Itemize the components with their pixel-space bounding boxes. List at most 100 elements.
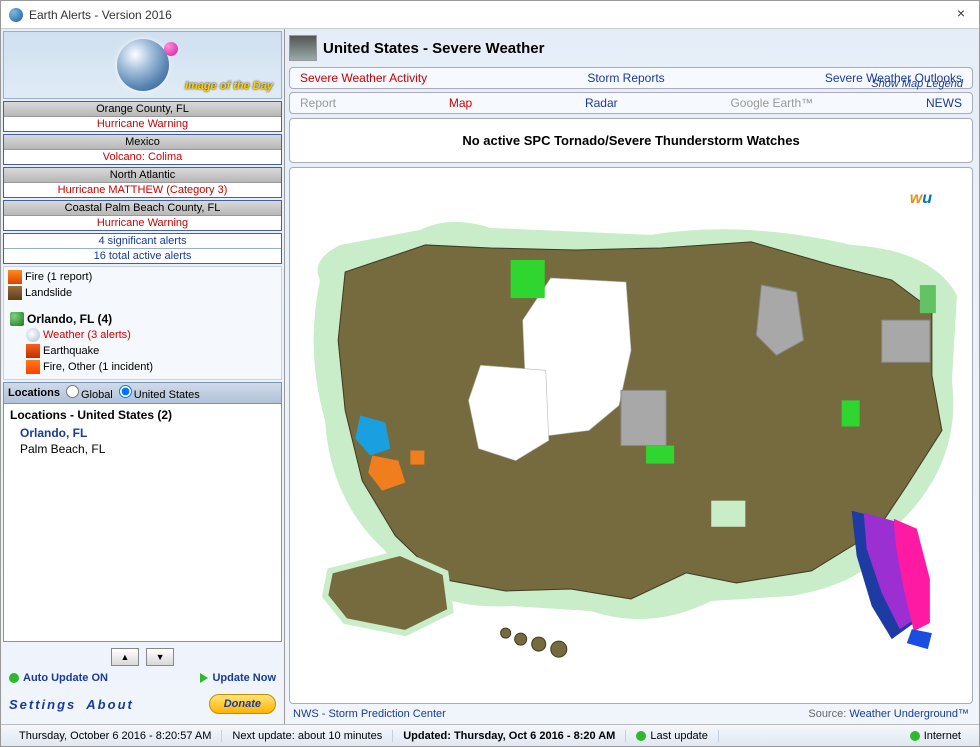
locations-label: Locations	[8, 387, 60, 399]
image-of-day-link[interactable]: Image of the Day	[185, 80, 273, 92]
alert-palm-beach[interactable]: Coastal Palm Beach County, FL Hurricane …	[3, 200, 282, 231]
activity-landslide[interactable]: Landslide	[8, 285, 277, 301]
content-title: United States - Severe Weather	[323, 40, 544, 57]
status-last: Last update	[626, 730, 719, 742]
significant-alerts-link[interactable]: 4 significant alerts	[4, 234, 281, 248]
bottom-links: Settings About Donate	[3, 688, 282, 722]
subtab-report[interactable]: Report	[300, 96, 336, 110]
alert-text: Hurricane Warning	[4, 216, 281, 230]
sidebar: Image of the Day Orange County, FL Hurri…	[1, 29, 285, 724]
weather-icon	[26, 328, 40, 342]
activity-fire[interactable]: Fire (1 report)	[8, 269, 277, 285]
status-dot-icon	[910, 731, 920, 741]
alert-location: Coastal Palm Beach County, FL	[4, 201, 281, 216]
status-dot-icon	[636, 731, 646, 741]
globe-indicator	[164, 42, 178, 56]
content-area: United States - Severe Weather Severe We…	[285, 29, 979, 724]
earthquake-icon	[26, 344, 40, 358]
activity-earthquake[interactable]: Earthquake	[26, 343, 277, 359]
alert-text: Hurricane Warning	[4, 117, 281, 131]
loc-palm-beach[interactable]: Palm Beach, FL	[10, 441, 275, 457]
total-alerts-link[interactable]: 16 total active alerts	[4, 248, 281, 263]
green-patch	[842, 400, 860, 426]
green-patch	[920, 285, 936, 313]
us-map	[290, 168, 972, 703]
location-filter-bar: Locations Global United States	[3, 382, 282, 404]
main-area: Image of the Day Orange County, FL Hurri…	[1, 29, 979, 724]
activity-list: Fire (1 report) Landslide Orlando, FL (4…	[3, 266, 282, 380]
source-link[interactable]: Weather Underground™	[849, 708, 969, 720]
status-next: Next update: about 10 minutes	[222, 730, 393, 742]
activity-label: Fire, Other (1 incident)	[43, 361, 153, 373]
radio-global[interactable]: Global	[66, 385, 113, 401]
green-patch	[711, 501, 745, 527]
activity-label: Fire (1 report)	[25, 271, 92, 283]
globe-panel[interactable]: Image of the Day	[3, 31, 282, 99]
status-updated: Updated: Thursday, Oct 6 2016 - 8:20 AM	[393, 730, 626, 742]
nav-up-button[interactable]: ▲	[111, 648, 139, 666]
alert-location: Mexico	[4, 135, 281, 150]
watch-banner: No active SPC Tornado/Severe Thunderstor…	[289, 118, 973, 163]
about-link[interactable]: About	[86, 697, 134, 712]
alert-text: Volcano: Colima	[4, 150, 281, 164]
content-header: United States - Severe Weather	[289, 33, 973, 67]
settings-link[interactable]: Settings	[9, 697, 76, 712]
alert-north-atlantic[interactable]: North Atlantic Hurricane MATTHEW (Catego…	[3, 167, 282, 198]
app-window: Earth Alerts - Version 2016 × Image of t…	[0, 0, 980, 747]
map-legend-link[interactable]: Show Map Legend	[871, 78, 963, 90]
app-icon	[9, 8, 23, 22]
fire-icon	[8, 270, 22, 284]
activity-fire-other[interactable]: Fire, Other (1 incident)	[26, 359, 277, 375]
loc-orlando[interactable]: Orlando, FL	[10, 425, 275, 441]
status-internet: Internet	[900, 730, 971, 742]
region-gray	[621, 390, 666, 445]
alert-text: Hurricane MATTHEW (Category 3)	[4, 183, 281, 197]
source-block: Source: Weather Underground™	[808, 708, 969, 720]
region-northeast-gray	[882, 320, 930, 362]
locations-panel: Locations - United States (2) Orlando, F…	[3, 404, 282, 642]
status-time: Thursday, October 6 2016 - 8:20:57 AM	[9, 730, 222, 742]
tab-severe-activity[interactable]: Severe Weather Activity	[300, 71, 427, 85]
alert-location: Orange County, FL	[4, 102, 281, 117]
alert-location: North Atlantic	[4, 168, 281, 183]
wu-logo: wu	[910, 190, 932, 208]
hawaii	[501, 628, 567, 657]
activity-weather[interactable]: Weather (3 alerts)	[26, 327, 277, 343]
globe-icon	[117, 39, 169, 91]
alert-orange-county[interactable]: Orange County, FL Hurricane Warning	[3, 101, 282, 132]
region-white-mtn	[469, 365, 549, 460]
nav-arrows: ▲ ▼	[3, 642, 282, 668]
region-green-mt	[511, 260, 545, 298]
green-patch	[646, 446, 674, 464]
nws-link[interactable]: NWS - Storm Prediction Center	[293, 708, 446, 720]
nav-down-button[interactable]: ▼	[146, 648, 174, 666]
subtab-map[interactable]: Map	[449, 96, 472, 110]
location-icon	[10, 312, 24, 326]
status-dot-icon	[9, 673, 19, 683]
map-footer: NWS - Storm Prediction Center Source: We…	[289, 704, 973, 720]
header-thumb-icon	[289, 35, 317, 61]
activity-label: Earthquake	[43, 345, 99, 357]
donate-button[interactable]: Donate	[209, 694, 276, 714]
update-now-button[interactable]: Update Now	[200, 672, 276, 684]
sub-tabs: Report Map Radar Google Earth™ NEWS	[289, 92, 973, 114]
play-icon	[200, 673, 208, 683]
locations-title: Locations - United States (2)	[10, 408, 275, 422]
landslide-icon	[8, 286, 22, 300]
activity-label: Landslide	[25, 287, 72, 299]
radio-us[interactable]: United States	[119, 385, 200, 401]
auto-update-toggle[interactable]: Auto Update ON	[9, 672, 108, 684]
subtab-radar[interactable]: Radar	[585, 96, 618, 110]
orlando-section[interactable]: Orlando, FL (4)	[8, 309, 277, 327]
tab-storm-reports[interactable]: Storm Reports	[587, 71, 664, 85]
subtab-news[interactable]: NEWS	[926, 96, 962, 110]
region-ca-orange2	[410, 451, 424, 465]
map-frame[interactable]: wu	[289, 167, 973, 704]
statusbar: Thursday, October 6 2016 - 8:20:57 AM Ne…	[1, 724, 979, 746]
alert-mexico[interactable]: Mexico Volcano: Colima	[3, 134, 282, 165]
window-title: Earth Alerts - Version 2016	[29, 8, 951, 22]
fl-blue-tip	[907, 629, 932, 649]
close-icon[interactable]: ×	[951, 5, 971, 25]
alert-summary: 4 significant alerts 16 total active ale…	[3, 233, 282, 264]
subtab-google-earth[interactable]: Google Earth™	[730, 96, 813, 110]
